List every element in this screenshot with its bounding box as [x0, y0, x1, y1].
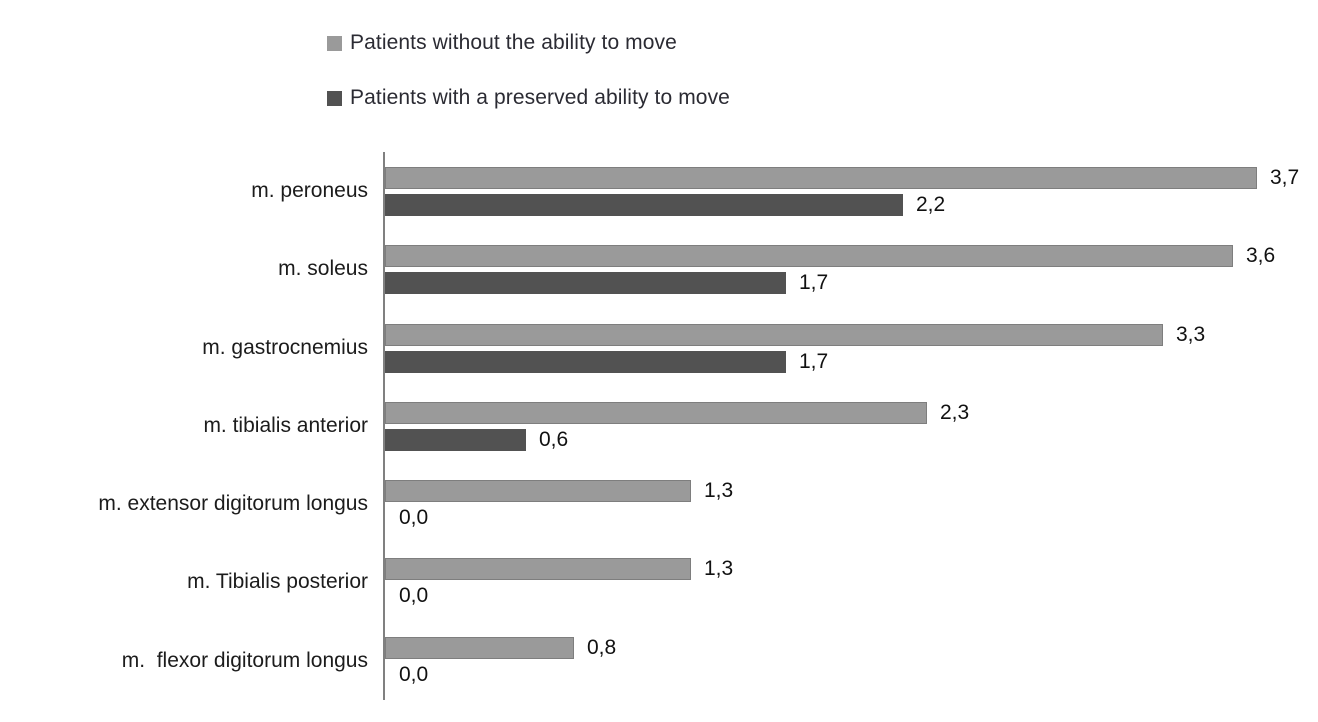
category-label: m. soleus: [278, 257, 368, 281]
bar-with-ability: [385, 428, 526, 451]
category-group: m. soleus 3,6 1,7: [0, 230, 1318, 308]
bar-row-without-ability: 0,8: [385, 635, 617, 659]
bar-pair: 3,6 1,7: [385, 230, 1275, 308]
bar-pair: 3,7 2,2: [385, 152, 1299, 230]
bar-row-with-ability: 0,6: [385, 427, 969, 451]
value-label: 3,6: [1246, 244, 1276, 268]
bar-without-ability: [385, 167, 1257, 189]
legend-swatch-with-ability-icon: [327, 90, 342, 106]
category-group: m. extensor digitorum longus 1,3 0,0: [0, 465, 1318, 543]
bar-row-with-ability: 2,2: [385, 193, 1299, 216]
legend-label-with-ability: Patients with a preserved ability to mov…: [350, 86, 730, 109]
category-label: m. peroneus: [251, 179, 368, 203]
category-label: m. extensor digitorum longus: [98, 492, 368, 516]
value-label: 2,3: [940, 400, 970, 424]
bar-without-ability: [385, 245, 1233, 268]
category-group: m. gastrocnemius 3,3 1,7: [0, 309, 1318, 387]
value-label: 0,0: [399, 506, 429, 530]
plot-area: m. peroneus 3,7 2,2 m. soleus 3,6 1,7: [0, 152, 1318, 712]
category-label: m. tibialis anterior: [203, 413, 368, 437]
value-label: 0,6: [539, 427, 569, 451]
bar-row-without-ability: 1,3: [385, 557, 734, 581]
value-label: 0,0: [399, 662, 429, 686]
bar-without-ability: [385, 480, 691, 503]
bar-without-ability: [385, 636, 574, 659]
category-label: m. gastrocnemius: [202, 335, 368, 359]
value-label: 2,2: [916, 193, 946, 216]
bar-groups: m. peroneus 3,7 2,2 m. soleus 3,6 1,7: [0, 152, 1318, 700]
bar-row-without-ability: 1,3: [385, 479, 734, 503]
legend-label-without-ability: Patients without the ability to move: [350, 31, 677, 54]
category-group: m. flexor digitorum longus 0,8 0,0: [0, 622, 1318, 700]
y-axis-line: [383, 152, 385, 700]
category-label: m. flexor digitorum longus: [121, 648, 368, 672]
bar-without-ability: [385, 323, 1163, 346]
bar-row-with-ability: 0,0: [385, 584, 733, 608]
bar-pair: 0,8 0,0: [385, 622, 616, 700]
bar-without-ability: [385, 401, 927, 424]
chart-legend: Patients without the ability to move Pat…: [327, 31, 730, 142]
bar-row-with-ability: 1,7: [385, 349, 1205, 373]
bar-pair: 1,3 0,0: [385, 543, 733, 621]
legend-item-without-ability: Patients without the ability to move: [327, 31, 730, 54]
bar-pair: 1,3 0,0: [385, 465, 733, 543]
value-label: 1,7: [799, 271, 829, 295]
bar-row-with-ability: 1,7: [385, 271, 1275, 295]
category-group: m. peroneus 3,7 2,2: [0, 152, 1318, 230]
bar-row-without-ability: 3,3: [385, 322, 1206, 346]
value-label: 1,3: [704, 557, 734, 581]
value-label: 3,7: [1270, 166, 1300, 189]
value-label: 3,3: [1176, 322, 1206, 346]
bar-with-ability: [385, 194, 903, 216]
bar-with-ability: [385, 272, 786, 295]
value-label: 0,0: [399, 584, 429, 608]
value-label: 1,3: [704, 479, 734, 503]
legend-item-with-ability: Patients with a preserved ability to mov…: [327, 86, 730, 109]
bar-pair: 2,3 0,6: [385, 387, 969, 465]
category-group: m. Tibialis posterior 1,3 0,0: [0, 543, 1318, 621]
bar-row-without-ability: 2,3: [385, 400, 970, 424]
bar-pair: 3,3 1,7: [385, 309, 1205, 387]
bar-without-ability: [385, 558, 691, 581]
bar-row-with-ability: 0,0: [385, 662, 616, 686]
value-label: 0,8: [587, 635, 617, 659]
category-group: m. tibialis anterior 2,3 0,6: [0, 387, 1318, 465]
bar-row-with-ability: 0,0: [385, 506, 733, 530]
value-label: 1,7: [799, 349, 829, 373]
bar-row-without-ability: 3,7: [385, 166, 1300, 189]
bar-with-ability: [385, 350, 786, 373]
bar-row-without-ability: 3,6: [385, 244, 1276, 268]
legend-swatch-without-ability-icon: [327, 35, 342, 51]
category-label: m. Tibialis posterior: [187, 570, 368, 594]
